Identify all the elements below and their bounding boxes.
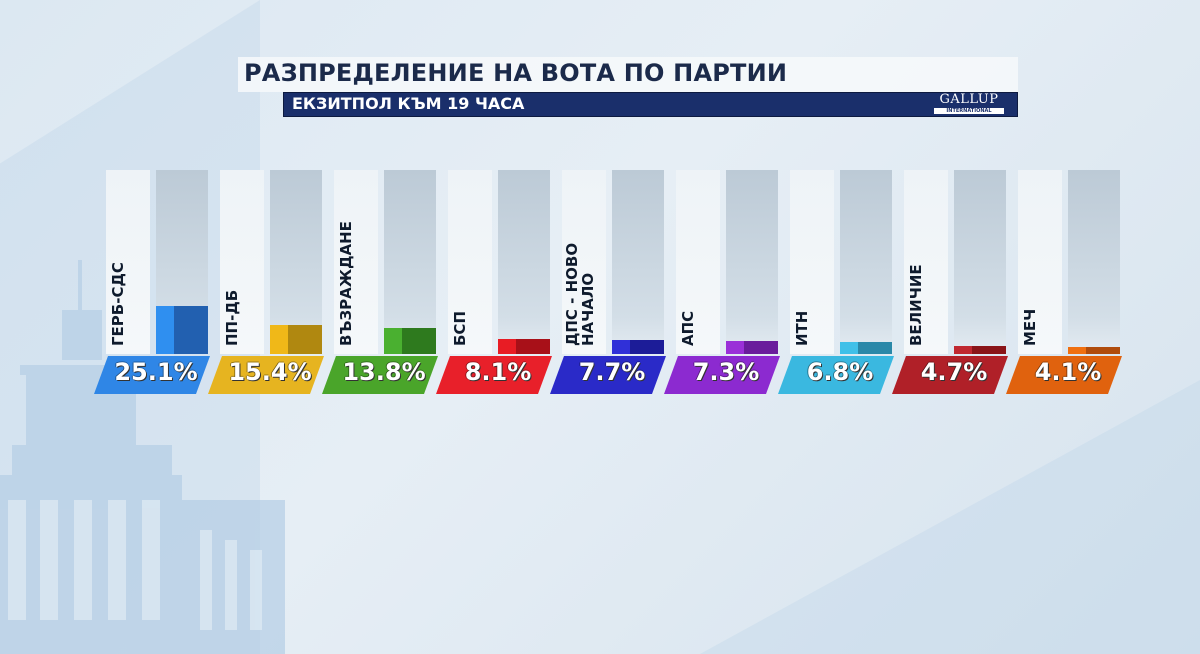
party-label: ПП-ДБ [223,289,241,346]
bar-side [174,306,208,354]
percent-badge [436,356,552,394]
label-panel [448,170,492,354]
percent-value: 4.1% [1034,358,1102,386]
bar [384,328,436,354]
label-panel [220,170,264,354]
percent-value: 4.7% [920,358,988,386]
percent-badge [550,356,666,394]
bar [840,342,892,354]
percent-badge [322,356,438,394]
bar-track [1068,170,1120,354]
party-label: ИТН [793,310,811,346]
percent-value: 8.1% [464,358,532,386]
bar-side [288,325,322,354]
party-label: ВЪЗРАЖДАНЕ [337,221,355,346]
bar-group: ГЕРБ-СДС 25.1% [94,170,220,396]
party-label: БСП [451,311,469,346]
party-label: АПС [679,310,697,346]
page-subtitle: ЕКЗИТПОЛ КЪМ 19 ЧАСА [292,94,525,113]
percent-badge [778,356,894,394]
label-panel [790,170,834,354]
percent-badge [94,356,210,394]
bar-side [858,342,892,354]
label-panel [1018,170,1062,354]
bar-group: ИТН 6.8% [778,170,904,396]
bar-group: АПС 7.3% [664,170,790,396]
bar [726,341,778,354]
percent-value: 15.4% [228,358,312,386]
percent-badge [1006,356,1122,394]
bar-front [156,306,174,354]
bar-track [270,170,322,354]
subtitle-banner [283,92,1018,117]
percent-value: 6.8% [806,358,874,386]
bar-side [516,339,550,354]
bar-track [498,170,550,354]
percent-value: 7.3% [692,358,760,386]
percent-value: 13.8% [342,358,426,386]
bar-group: БСП 8.1% [436,170,562,396]
bar [156,306,208,354]
party-label: ДПС - НОВО НАЧАЛО [563,242,597,346]
logo-main-text: GALLUP [939,92,999,107]
label-panel [106,170,150,354]
bar-front [954,346,972,354]
bar-side [630,340,664,354]
gallup-logo: GALLUP INTERNATIONAL [928,93,1010,114]
bar-track [954,170,1006,354]
label-panel [562,170,606,354]
bar-track [384,170,436,354]
bar-group: МЕЧ 4.1% [1006,170,1132,396]
label-panel [676,170,720,354]
title-banner [238,57,1018,92]
bar [270,325,322,354]
percent-badge [664,356,780,394]
bar-track [612,170,664,354]
bar [954,346,1006,354]
percent-value: 25.1% [114,358,198,386]
bar-side [744,341,778,354]
building-silhouette-icon [0,260,285,654]
percent-badge [208,356,324,394]
party-label: ГЕРБ-СДС [109,262,127,346]
bar-front [726,341,744,354]
page-title: РАЗПРЕДЕЛЕНИЕ НА ВОТА ПО ПАРТИИ [244,59,788,87]
party-label: ВЕЛИЧИЕ [907,264,925,346]
bar-group: ДПС - НОВО НАЧАЛО 7.7% [550,170,676,396]
bar-track [840,170,892,354]
bar-front [270,325,288,354]
bar-group: ВЪЗРАЖДАНЕ 13.8% [322,170,448,396]
bar-group: ВЕЛИЧИЕ 4.7% [892,170,1018,396]
bar [498,339,550,354]
label-panel [904,170,948,354]
bar-front [384,328,402,354]
bar [1068,347,1120,354]
bar-front [612,340,630,354]
label-panel [334,170,378,354]
party-label: МЕЧ [1021,308,1039,346]
bar-side [1086,347,1120,354]
bar-front [1068,347,1086,354]
bar-group: ПП-ДБ 15.4% [208,170,334,396]
logo-sub-text: INTERNATIONAL [934,108,1004,114]
bar-side [972,346,1006,354]
background-shape [700,380,1200,654]
bar-side [402,328,436,354]
bar-front [840,342,858,354]
bar-track [726,170,778,354]
bar-front [498,339,516,354]
percent-badge [892,356,1008,394]
percent-value: 7.7% [578,358,646,386]
bar [612,340,664,354]
